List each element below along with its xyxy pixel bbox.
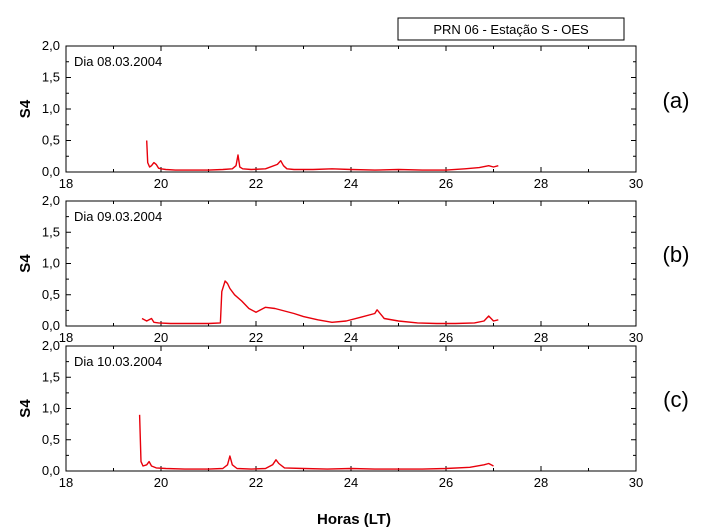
panel-2: 18 20 22 24 26 28 30 0,0 0,5 1,0 1,5 2,0 S4 Dia 09.03… <box>17 193 689 345</box>
y-tick-label: 1,5 <box>42 224 60 239</box>
s4-series-line <box>138 414 494 470</box>
y-tick-label: 0,0 <box>42 318 60 333</box>
x-tick-label: 28 <box>534 176 548 191</box>
x-tick-label: 18 <box>59 330 73 345</box>
panels: 18 20 22 24 26 28 30 0,0 0,5 1,0 1,5 2,0 S4 Dia 08.03… <box>17 38 689 490</box>
y-tick-label: 1,5 <box>42 70 60 85</box>
panel-letter: (b) <box>663 242 690 267</box>
y-axis-label: S4 <box>17 99 34 118</box>
y-tick-label: 1,0 <box>42 101 60 116</box>
x-tick-label: 28 <box>534 330 548 345</box>
x-tick-label: 30 <box>629 330 643 345</box>
y-tick-label: 2,0 <box>42 338 60 353</box>
panel-1: 18 20 22 24 26 28 30 0,0 0,5 1,0 1,5 2,0 S4 Dia 08.03… <box>17 38 689 191</box>
y-tick-label: 0,0 <box>42 463 60 478</box>
figure-title: PRN 06 - Estação S - OES <box>433 22 589 37</box>
x-tick-label: 20 <box>154 176 168 191</box>
x-tick-label: 22 <box>249 176 263 191</box>
y-tick-label: 0,0 <box>42 164 60 179</box>
y-axis-label: S4 <box>17 399 34 418</box>
panel-letter: (c) <box>663 387 689 412</box>
date-annotation: Dia 08.03.2004 <box>74 54 162 69</box>
panel-3: 18 20 22 24 26 28 30 0,0 0,5 1,0 1,5 2,0 S4 Dia 10.03… <box>17 338 689 490</box>
y-tick-label: 1,5 <box>42 369 60 384</box>
s4-series-line <box>141 280 499 325</box>
y-tick-label: 1,0 <box>42 256 60 271</box>
x-tick-label: 18 <box>59 475 73 490</box>
date-annotation: Dia 10.03.2004 <box>74 354 162 369</box>
x-tick-label: 28 <box>534 475 548 490</box>
y-tick-label: 2,0 <box>42 38 60 53</box>
x-tick-label: 30 <box>629 176 643 191</box>
x-tick-label: 26 <box>439 330 453 345</box>
x-tick-label: 18 <box>59 176 73 191</box>
figure-title-box: PRN 06 - Estação S - OES <box>397 17 625 41</box>
y-tick-label: 0,5 <box>42 287 60 302</box>
y-tick-label: 2,0 <box>42 193 60 208</box>
x-tick-label: 24 <box>344 176 358 191</box>
x-tick-label: 22 <box>249 330 263 345</box>
panel-letter: (a) <box>663 88 690 113</box>
x-tick-label: 30 <box>629 475 643 490</box>
y-tick-label: 1,0 <box>42 401 60 416</box>
x-tick-label: 26 <box>439 475 453 490</box>
x-tick-label: 20 <box>154 475 168 490</box>
x-axis-label: Horas (LT) <box>317 511 391 528</box>
x-tick-label: 22 <box>249 475 263 490</box>
x-tick-label: 24 <box>344 475 358 490</box>
date-annotation: Dia 09.03.2004 <box>74 209 162 224</box>
y-axis-label: S4 <box>17 254 34 273</box>
y-tick-label: 0,5 <box>42 133 60 148</box>
x-tick-label: 24 <box>344 330 358 345</box>
s4-series-line <box>146 140 499 171</box>
x-tick-label: 26 <box>439 176 453 191</box>
x-tick-label: 20 <box>154 330 168 345</box>
y-tick-label: 0,5 <box>42 432 60 447</box>
